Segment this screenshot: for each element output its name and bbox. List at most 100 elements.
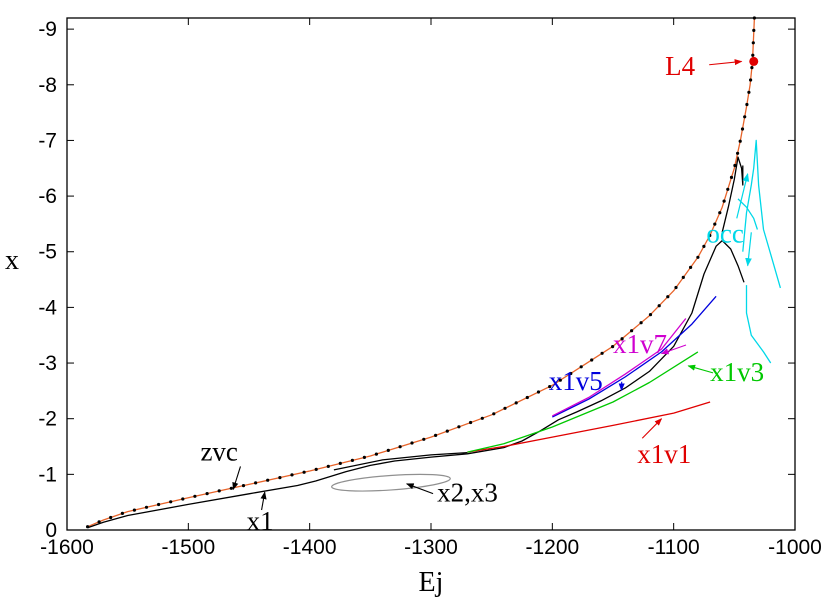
zvc-point [745,102,749,107]
annotation-label: x1v7 [613,329,667,359]
series-x1v7 [552,318,687,417]
series-occ-branch-1 [745,285,772,364]
series-x2-x3-orbit [331,473,451,492]
series-x1v1 [467,401,711,453]
zvc-point [157,502,161,507]
zvc-point [144,505,149,509]
zvc-point [205,492,209,496]
y-tick-label: -9 [38,18,57,41]
series-x1v3 [467,351,699,453]
zvc-point [666,295,670,299]
x-tick-label: -1500 [161,536,215,559]
zvc-point [503,406,507,410]
zvc-point [120,511,124,515]
zvc-point [718,211,722,215]
y-tick-label: -8 [38,74,57,97]
zvc-point [743,115,747,119]
zvc-point [736,151,740,155]
annotation-arrow [641,418,663,439]
y-tick-label: -3 [38,352,57,375]
x-tick-label: -1000 [768,536,822,559]
zvc-point [751,41,755,45]
zvc-point [733,163,737,168]
zvc-point [674,285,678,290]
series-x1-low [333,451,468,471]
y-tick-label: -4 [38,296,57,319]
annotation-arrow [260,491,267,511]
zvc-point [752,28,756,32]
zvc-point [434,433,438,437]
series-x1v5 [552,295,717,418]
zvc-point [398,445,402,449]
zvc-point [278,476,282,480]
zvc-point [548,385,552,389]
zvc-point [326,464,330,468]
zvc-point [708,233,712,238]
zvc-point [193,494,197,498]
annotation-label: occ [706,218,743,248]
y-tick-label: -6 [38,185,57,208]
zvc-point [445,429,449,433]
zvc-point [169,500,173,504]
zvc-point [558,378,562,382]
annotation-arrow [687,364,714,374]
series-occ-branch-2 [742,139,782,289]
annotation-label: zvc [200,436,237,466]
annotation-arrow [232,466,241,491]
zvc-point [722,199,726,203]
x-tick-label: -1300 [404,536,458,559]
y-tick-label: -5 [38,241,57,264]
x-tick-label: -1100 [648,536,700,559]
annotation-label: x1 [247,506,274,536]
zvc-point [266,478,270,482]
annotation-arrow [406,483,434,495]
annotation-label: x1v5 [549,366,603,396]
occ-pointer-arrow [745,232,752,267]
zvc-point [620,337,624,341]
zvc-point [386,448,390,452]
zvc-point [639,321,643,325]
zvc-point [422,437,426,441]
zvc-point [302,470,306,474]
zvc-point [702,244,706,248]
zvc-point [469,420,473,425]
zvc-point [374,452,378,456]
annotation-label: x2,x3 [437,478,498,508]
x-tick-label: -1200 [525,536,579,559]
zvc-point [457,425,461,429]
zvc-point [681,275,685,279]
zvc-point [109,515,113,520]
y-tick-label: -7 [38,129,57,152]
occ-pointer-arrow [736,173,750,219]
x-axis-label: Ej [419,567,444,598]
y-tick-label: -1 [38,463,57,486]
plot-frame [66,17,796,531]
y-axis-label: x [5,245,19,276]
annotation-arrow [660,344,687,355]
zvc-point [579,365,583,369]
series-x1-upper [721,156,744,233]
series-x1 [87,239,745,529]
zvc-point [738,139,742,143]
annotation-label: x1v1 [637,439,691,469]
zvc-point [254,481,258,485]
zvc-point [410,441,414,445]
zvc-point [648,313,653,317]
zvc-point [657,304,661,308]
zvc-point [751,53,755,57]
y-tick-label: 0 [45,519,57,542]
x-tick-label: -1600 [40,536,94,559]
zvc-point [689,265,693,269]
zvc-point [726,187,730,191]
zvc-point [241,484,246,488]
zvc-point [86,525,90,529]
zvc-point [290,473,294,477]
zvc-point [750,66,754,70]
zvc-point [132,508,136,512]
zvc-point [181,497,185,501]
zvc-point [713,222,717,226]
zvc-point [314,467,318,471]
zvc-point [350,458,354,462]
zvc-point [338,461,342,465]
zvc-point [217,489,221,493]
